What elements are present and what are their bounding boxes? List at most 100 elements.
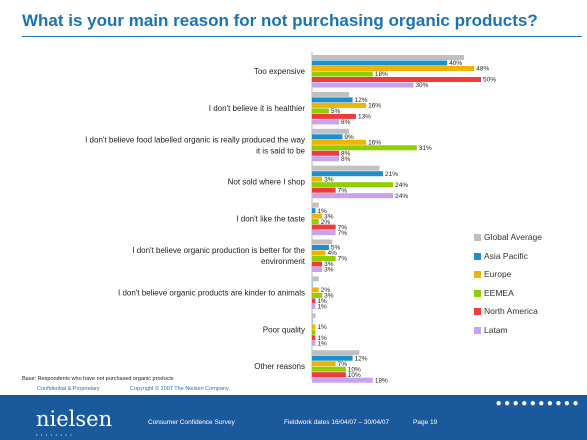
data-label: 2% [321, 219, 331, 226]
bar-europe [312, 324, 316, 330]
data-label: 7% [338, 230, 348, 237]
bar-latam [312, 119, 340, 125]
category-label: I don't like the taste [236, 215, 305, 224]
data-label: 8% [341, 156, 351, 163]
bar-europe [312, 287, 319, 293]
data-label: 5% [331, 108, 341, 115]
bar-asia-pacific [312, 281, 313, 287]
bar-europe [312, 361, 336, 367]
confidential-note: Confidential & Proprietary [37, 386, 100, 392]
legend-label: Global Average [484, 232, 542, 242]
bar-chart: Too expensive 40% 48% 18% 50% 30% I don't beli… [85, 52, 496, 384]
data-label: 40% [449, 60, 462, 67]
category-label: I don't believe organic production is be… [132, 246, 306, 266]
data-label: 8% [341, 151, 351, 158]
data-label: 1% [317, 324, 327, 331]
footer-bar: nielsen •••••••• ●●●●●●●●●● Consumer Con… [0, 395, 587, 440]
bar-europe [312, 139, 367, 145]
bar-latam [312, 82, 414, 88]
legend-label: Asia Pacific [484, 250, 528, 261]
copyright-note: Copyright © 2007 The Nielsen Company [130, 386, 229, 392]
data-label: 9% [344, 134, 354, 141]
page-number: Page 19 [413, 419, 438, 426]
data-label: 5% [331, 245, 341, 252]
data-label: 1% [317, 341, 327, 348]
bar-europe [312, 66, 475, 71]
bar-north-america [312, 224, 336, 230]
legend-label: Latam [484, 324, 508, 335]
bar-latam [312, 267, 323, 272]
category-label: Not sold where I shop [228, 178, 306, 187]
category-label: I don't believe organic products are kin… [118, 288, 305, 297]
bar-asia-pacific [312, 355, 353, 361]
bar-latam [312, 156, 340, 162]
slide-title: What is your main reason for not purchas… [22, 11, 538, 30]
legend-item-latam: Latam [474, 325, 542, 344]
data-label: 13% [358, 114, 371, 121]
nielsen-logo: nielsen [36, 407, 113, 431]
bar-eemea [312, 145, 417, 151]
data-label: 2% [321, 287, 331, 294]
data-label: 21% [385, 171, 398, 178]
bar-global-average [312, 128, 350, 134]
bar-north-america [312, 187, 336, 193]
data-label: 1% [317, 335, 327, 342]
bar-eemea [312, 329, 316, 335]
legend-swatch [474, 234, 481, 241]
data-label: 12% [355, 355, 368, 362]
data-label: 8% [341, 119, 351, 126]
data-label: 24% [395, 182, 408, 189]
bar-eemea [312, 219, 319, 225]
survey-name: Consumer Confidence Survey [148, 419, 235, 426]
bar-north-america [312, 150, 340, 156]
data-label: 48% [476, 66, 489, 73]
bar-global-average [312, 350, 360, 356]
data-label: 1% [317, 208, 327, 215]
bar-north-america [312, 335, 316, 341]
bar-europe [312, 213, 323, 219]
data-label: 18% [375, 71, 388, 78]
data-label: 7% [338, 361, 348, 368]
bar-asia-pacific [312, 245, 329, 250]
category-label: I don't believe food labelled organic is… [85, 135, 305, 155]
data-label: 12% [355, 97, 368, 104]
data-label: 30% [415, 82, 428, 89]
data-label: 7% [338, 256, 348, 263]
legend-item-eemea: EEMEA [474, 288, 542, 307]
bar-europe [312, 176, 323, 182]
data-label: 1% [317, 304, 327, 311]
logo-dots: •••••••• [36, 432, 76, 437]
bar-global-average [312, 239, 333, 245]
bar-latam [312, 193, 394, 199]
bar-asia-pacific [312, 60, 448, 66]
legend-item-global-average: Global Average [474, 232, 542, 251]
decorative-dots: ●●●●●●●●●● [495, 398, 581, 409]
data-label: 31% [419, 145, 432, 152]
bar-global-average [312, 276, 319, 282]
bar-latam [312, 230, 336, 236]
bar-europe [312, 102, 367, 108]
data-label: 3% [324, 267, 334, 274]
data-label: 16% [368, 103, 381, 110]
category-label: Poor quality [263, 325, 305, 334]
data-label: 3% [324, 261, 334, 268]
legend-label: North America [484, 306, 538, 316]
bar-asia-pacific [312, 208, 316, 214]
bar-latam [312, 377, 373, 383]
bar-latam [312, 340, 316, 346]
legend-label: Europe [484, 269, 512, 279]
bar-asia-pacific [312, 318, 313, 324]
legend-item-europe: Europe [474, 269, 542, 288]
data-label: 10% [348, 372, 361, 379]
bar-global-average [312, 91, 350, 97]
data-label: 3% [324, 213, 334, 220]
bar-north-america [312, 298, 316, 304]
legend-swatch [474, 252, 481, 260]
data-label: 3% [324, 176, 334, 183]
bar-europe [312, 250, 326, 256]
bar-eemea [312, 71, 373, 77]
bar-eemea [312, 182, 394, 188]
bar-north-america [312, 372, 346, 378]
bar-north-america [312, 261, 323, 267]
data-label: 16% [368, 140, 381, 147]
